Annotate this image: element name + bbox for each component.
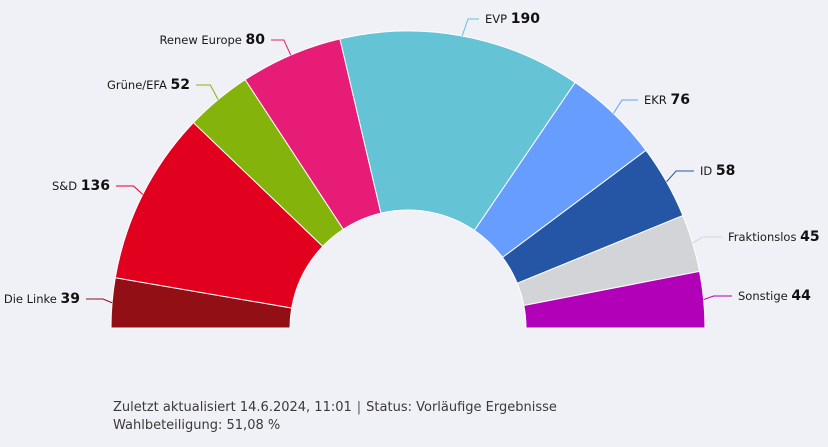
label-sonstige: Sonstige 44: [738, 288, 811, 304]
label-name: S&D: [52, 179, 81, 193]
footer-line-1: Zuletzt aktualisiert 14.6.2024, 11:01 | St…: [113, 399, 557, 417]
label-value: 45: [800, 229, 819, 245]
label-value: 76: [670, 92, 689, 108]
footer-separator: |: [356, 400, 362, 415]
leader-line-sonstige: [703, 295, 732, 301]
leader-line-renew-europe: [271, 39, 292, 56]
turnout-text: Wahlbeteiligung: 51,08 %: [113, 418, 281, 433]
label-value: 80: [246, 32, 266, 48]
leader-line-s-d: [116, 185, 144, 195]
label-die-linke: Die Linke 39: [4, 291, 80, 307]
label-name: EKR: [644, 93, 670, 107]
label-s-d: S&D 136: [52, 178, 110, 194]
chart-footer: Zuletzt aktualisiert 14.6.2024, 11:01 | St…: [113, 399, 557, 435]
label-name: ID: [700, 164, 716, 178]
label-value: 39: [61, 291, 80, 307]
label-value: 52: [171, 77, 190, 93]
leader-line-die-linke: [86, 298, 113, 304]
label-ekr: EKR 76: [644, 92, 690, 108]
label-id: ID 58: [700, 163, 735, 179]
slice-evp[interactable]: [339, 30, 576, 232]
leader-line-ekr: [612, 99, 638, 114]
label-evp: EVP 190: [485, 11, 540, 27]
leader-line-id: [666, 170, 694, 183]
label-gr-ne-efa: Grüne/EFA 52: [107, 77, 190, 93]
label-name: EVP: [485, 12, 511, 26]
slice-sonstige[interactable]: [523, 270, 706, 329]
label-renew-europe: Renew Europe 80: [159, 32, 265, 48]
label-name: Die Linke: [4, 292, 61, 306]
slice-s-d[interactable]: [114, 121, 324, 309]
label-value: 136: [81, 178, 110, 194]
status-text: Status: Vorläufige Ergebnisse: [366, 400, 557, 415]
leader-line-fraktionslos: [692, 236, 722, 244]
label-name: Renew Europe: [159, 33, 245, 47]
label-fraktionslos: Fraktionslos 45: [728, 229, 820, 245]
label-name: Sonstige: [738, 289, 791, 303]
label-value: 58: [716, 163, 735, 179]
label-value: 190: [511, 11, 540, 27]
label-value: 44: [791, 288, 811, 304]
last-updated-text: Zuletzt aktualisiert 14.6.2024, 11:01: [113, 400, 352, 415]
leader-line-gr-ne-efa: [196, 84, 219, 100]
leader-line-evp: [461, 18, 479, 37]
label-name: Fraktionslos: [728, 230, 800, 244]
label-name: Grüne/EFA: [107, 78, 171, 92]
